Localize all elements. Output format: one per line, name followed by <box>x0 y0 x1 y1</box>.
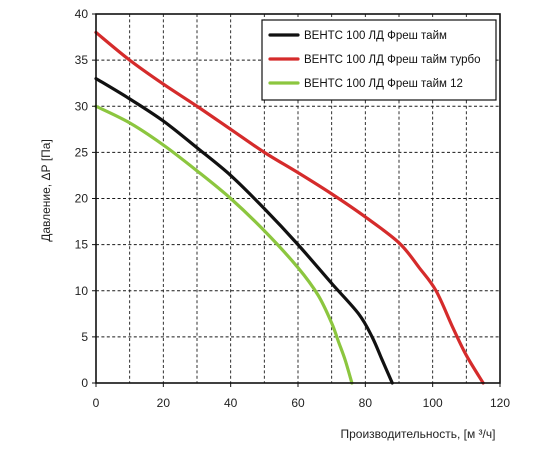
series-line-1 <box>94 76 394 385</box>
y-tick-label: 35 <box>75 53 89 67</box>
series-line-2 <box>94 30 485 385</box>
x-tick-label: 20 <box>157 396 171 410</box>
x-tick-label: 80 <box>359 396 373 410</box>
legend-label-3: ВЕНТС 100 ЛД Фреш тайм 12 <box>304 78 463 90</box>
y-tick-label: 30 <box>75 99 89 113</box>
legend-label-1: ВЕНТС 100 ЛД Фреш тайм <box>304 30 447 42</box>
y-tick-label: 40 <box>75 7 89 21</box>
y-axis-ticks: 0 5 10 15 20 25 30 35 40 <box>75 7 96 390</box>
y-tick-label: 5 <box>81 330 88 344</box>
y-tick-label: 25 <box>75 145 89 159</box>
chart-legend: ВЕНТС 100 ЛД Фреш тайм ВЕНТС 100 ЛД Фреш … <box>261 19 497 101</box>
x-axis-title: Производительность, [м ³/ч] <box>341 427 496 441</box>
y-tick-label: 10 <box>75 284 89 298</box>
x-tick-label: 60 <box>291 396 305 410</box>
legend-box <box>261 19 497 101</box>
series-line-3 <box>94 104 354 385</box>
legend-label-2: ВЕНТС 100 ЛД Фреш тайм турбо <box>304 54 481 66</box>
y-axis-title: Давление, ΔР [Па] <box>39 139 53 242</box>
x-tick-label: 120 <box>490 396 510 410</box>
x-tick-label: 0 <box>93 396 100 410</box>
x-axis-ticks: 0 20 40 60 80 100 120 <box>93 383 510 410</box>
x-tick-label: 40 <box>224 396 238 410</box>
y-tick-label: 20 <box>75 192 89 206</box>
y-tick-label: 15 <box>75 238 89 252</box>
performance-curves <box>94 30 485 385</box>
x-tick-label: 100 <box>423 396 443 410</box>
y-tick-label: 0 <box>81 376 88 390</box>
